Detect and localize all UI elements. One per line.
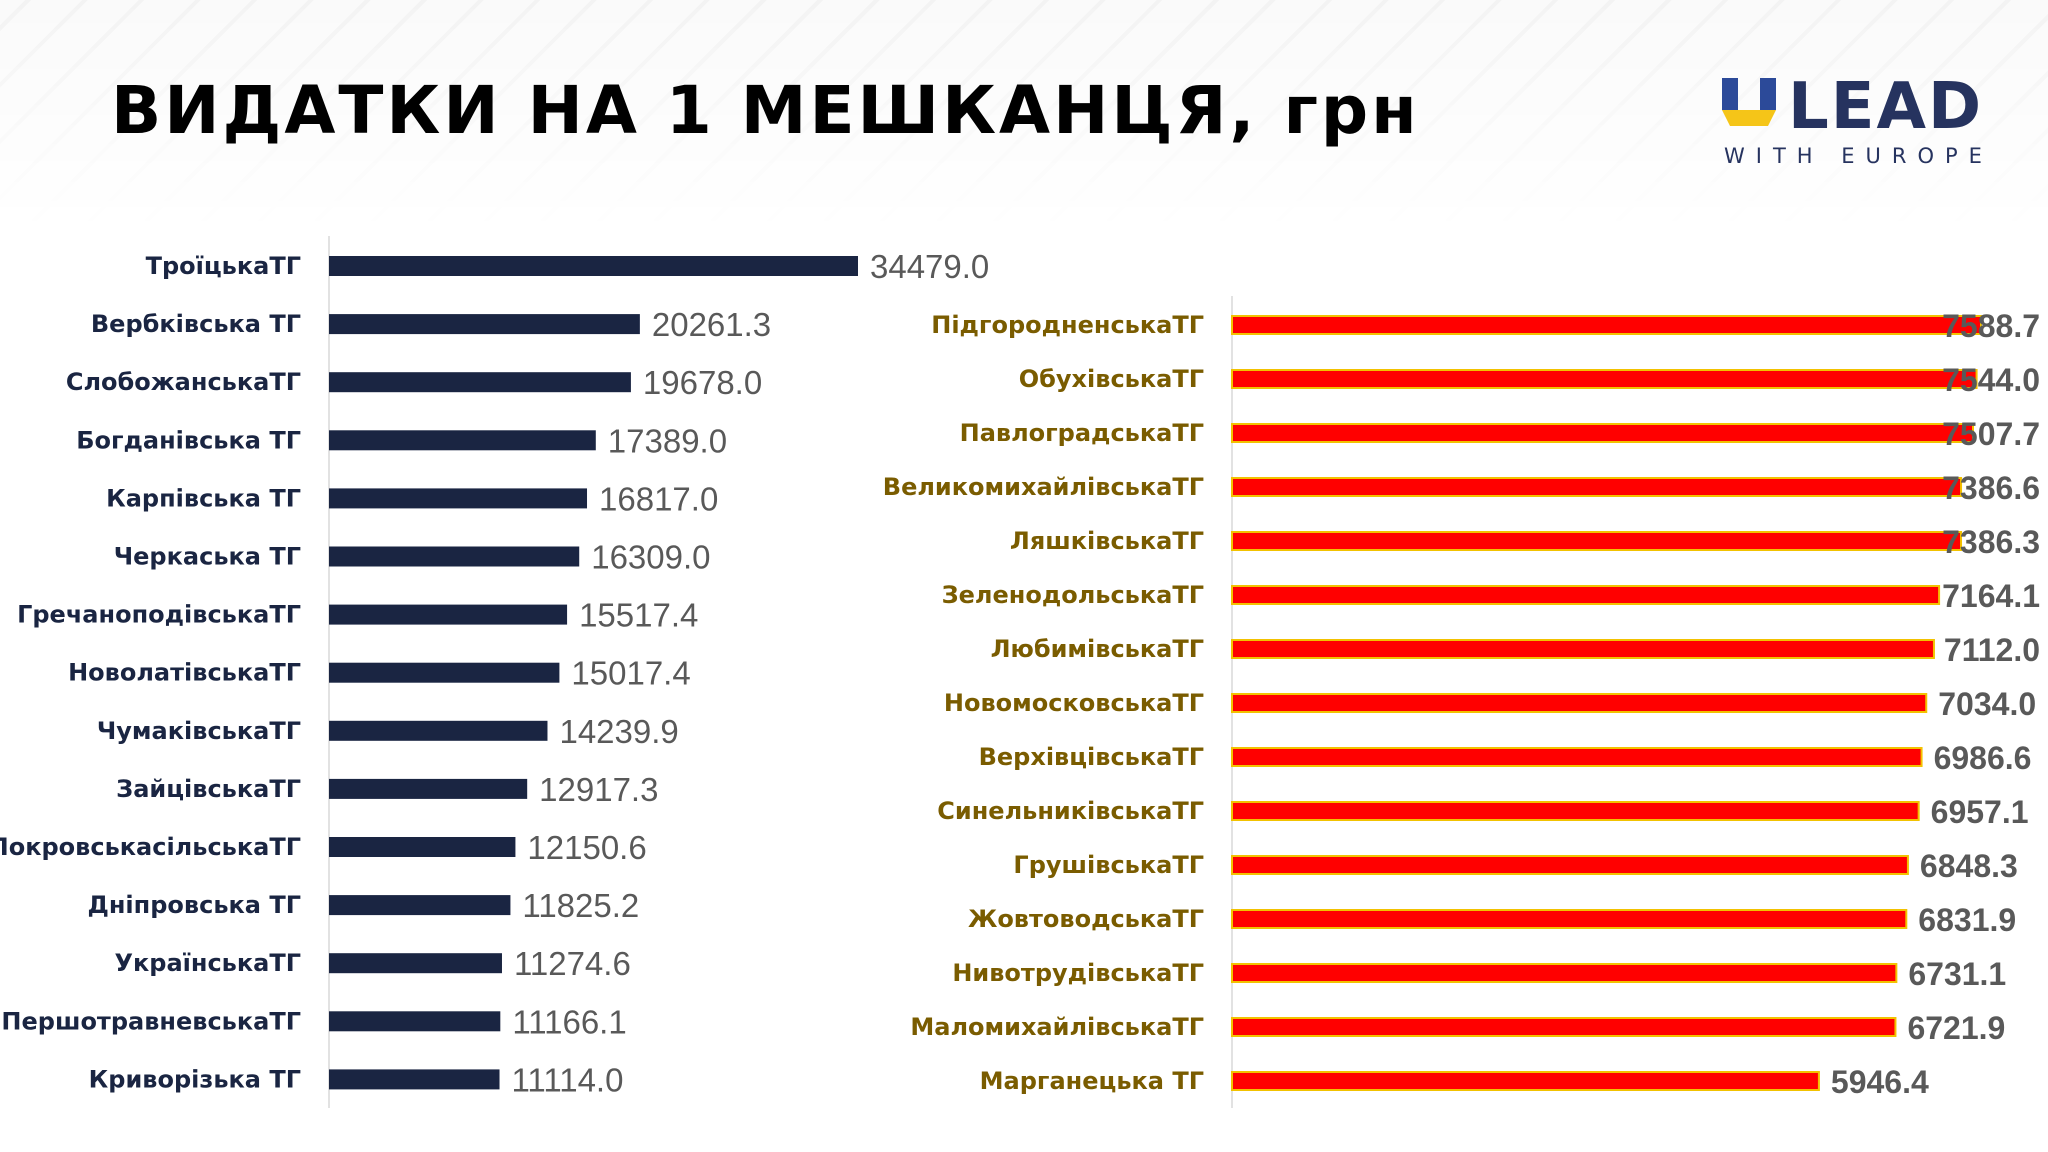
- bar: [1231, 585, 1941, 605]
- category-label: ЧумаківськаТГ: [97, 717, 301, 745]
- value-label: 7034.0: [1938, 686, 2036, 722]
- bar: [1231, 423, 1975, 443]
- category-label: Карпівська ТГ: [106, 484, 301, 512]
- chart-left: ТроїцькаТГ 34479.0 Вербківська ТГ 20261.3 Сл…: [0, 236, 989, 1108]
- category-label: ВерхівцівськаТГ: [979, 743, 1204, 771]
- value-label: 19678.0: [643, 364, 762, 401]
- bar: [1231, 531, 1963, 551]
- bar: [329, 778, 528, 799]
- value-label: 7386.3: [1942, 524, 2040, 560]
- bar: [1231, 747, 1923, 767]
- value-label: 7588.7: [1942, 308, 2040, 344]
- category-label: ПокровськасільськаТГ: [0, 833, 301, 861]
- category-label: ПідгородненськаТГ: [931, 311, 1204, 339]
- bar: [329, 953, 502, 974]
- value-label: 11825.2: [522, 887, 639, 924]
- logo-word: LEAD: [1788, 70, 1984, 144]
- category-label: ТроїцькаТГ: [146, 252, 301, 280]
- category-label: ВеликомихайлівськаТГ: [883, 473, 1204, 501]
- value-label: 15017.4: [571, 655, 690, 692]
- bar: [329, 546, 580, 567]
- bar: [329, 372, 631, 393]
- value-label: 5946.4: [1831, 1064, 1929, 1100]
- value-label: 16309.0: [591, 539, 710, 576]
- category-label: МаломихайлівськаТГ: [910, 1013, 1204, 1041]
- value-label: 7544.0: [1942, 362, 2040, 398]
- category-label: ПершотравневськаТГ: [1, 1007, 301, 1035]
- category-label: СинельниківськаТГ: [937, 797, 1204, 825]
- category-label: Марганецька ТГ: [980, 1067, 1204, 1095]
- value-label: 6731.1: [1908, 956, 2006, 992]
- value-label: 15517.4: [579, 597, 698, 634]
- category-label: УкраїнськаТГ: [114, 949, 301, 977]
- category-label: ОбухівськаТГ: [1019, 365, 1204, 393]
- value-label: 16817.0: [599, 480, 718, 517]
- category-label: Вербківська ТГ: [91, 310, 301, 338]
- value-label: 34479.0: [870, 248, 989, 285]
- bar: [1231, 693, 1928, 713]
- category-label: Богданівська ТГ: [76, 426, 301, 454]
- bar: [329, 488, 588, 509]
- value-label: 11274.6: [514, 945, 631, 982]
- page-title: ВИДАТКИ НА 1 МЕШКАНЦЯ, грн: [111, 72, 1420, 149]
- category-label: ПавлоградськаТГ: [960, 419, 1204, 447]
- chart-right: ПідгородненськаТГ 7588.7 ОбухівськаТГ 7544.…: [883, 296, 2040, 1108]
- bar: [1231, 639, 1935, 659]
- value-label: 6848.3: [1920, 848, 2018, 884]
- category-label: Черкаська ТГ: [114, 543, 301, 571]
- value-label: 12917.3: [539, 771, 658, 808]
- value-label: 7164.1: [1942, 578, 2040, 614]
- value-label: 6957.1: [1931, 794, 2029, 830]
- bar: [329, 662, 560, 683]
- category-label: ЛяшківськаТГ: [1010, 527, 1204, 555]
- value-label: 20261.3: [652, 306, 771, 343]
- value-label: 7507.7: [1942, 416, 2040, 452]
- bar: [1231, 909, 1908, 929]
- bar: [329, 1011, 501, 1032]
- value-label: 11114.0: [512, 1061, 624, 1098]
- bar: [1231, 963, 1898, 983]
- bar: [329, 430, 596, 451]
- bar: [1231, 1017, 1897, 1037]
- bar: [329, 895, 511, 916]
- category-label: НовомосковськаТГ: [944, 689, 1204, 717]
- u-logo-icon: [1722, 78, 1776, 126]
- bar: [1231, 855, 1909, 875]
- bar: [329, 314, 640, 335]
- bar: [329, 604, 568, 625]
- ulead-logo: LEAD WITH EUROPE: [1722, 70, 1982, 168]
- category-label: НивотрудівськаТГ: [952, 959, 1204, 987]
- logo-subtitle: WITH EUROPE: [1724, 144, 1993, 168]
- category-label: ЗеленодольськаТГ: [942, 581, 1204, 609]
- value-label: 7112.0: [1944, 632, 2040, 668]
- bar: [1231, 477, 1963, 497]
- value-label: 6721.9: [1907, 1010, 2005, 1046]
- category-label: Дніпровська ТГ: [87, 891, 301, 919]
- category-label: Криворізька ТГ: [89, 1065, 301, 1093]
- category-label: ЗайцівськаТГ: [116, 775, 301, 803]
- value-label: 17389.0: [608, 422, 727, 459]
- category-label: ЛюбимівськаТГ: [991, 635, 1204, 663]
- bar: [329, 256, 858, 276]
- category-label: СлобожанськаТГ: [66, 368, 301, 396]
- bar: [1231, 1071, 1820, 1091]
- background-pattern: [0, 0, 2048, 230]
- bar: [1231, 369, 1978, 389]
- bar: [329, 720, 548, 741]
- value-label: 6986.6: [1934, 740, 2032, 776]
- value-label: 11166.1: [512, 1003, 626, 1040]
- bar: [329, 1069, 500, 1090]
- bar: [1231, 315, 1982, 335]
- value-label: 7386.6: [1942, 470, 2040, 506]
- category-label: ЖовтоводськаТГ: [968, 905, 1204, 933]
- bar: [1231, 801, 1920, 821]
- category-label: НоволатівськаТГ: [68, 659, 301, 687]
- bar: [329, 837, 516, 857]
- category-label: ГрушівськаТГ: [1013, 851, 1204, 879]
- value-label: 12150.6: [527, 829, 646, 866]
- value-label: 14239.9: [559, 713, 678, 750]
- value-label: 6831.9: [1918, 902, 2016, 938]
- category-label: ГречаноподівськаТГ: [17, 601, 301, 629]
